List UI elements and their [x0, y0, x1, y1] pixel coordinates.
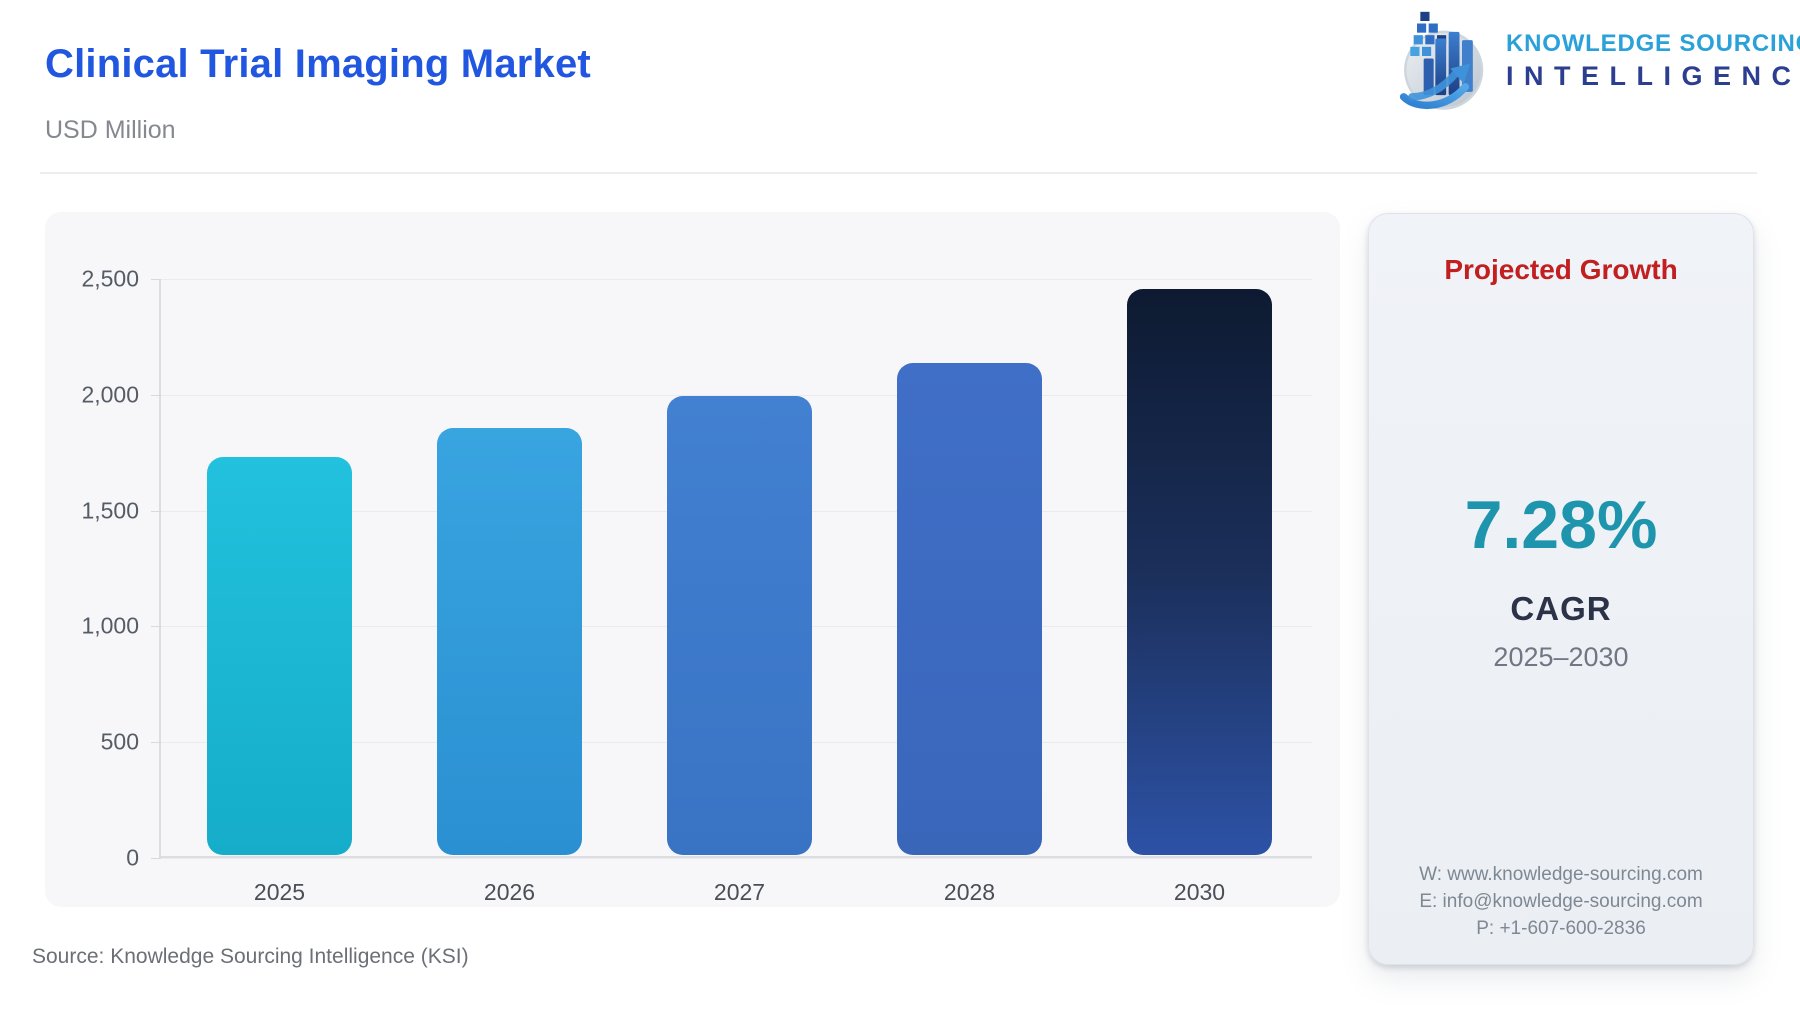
x-label-2026: 2026	[483, 879, 536, 905]
y-tick-mark	[151, 626, 161, 628]
projected-growth-heading: Projected Growth	[1444, 254, 1678, 285]
bar-2028	[897, 363, 1042, 855]
cagr-value: 7.28%	[1464, 487, 1658, 563]
contact-phone: P: +1-607-600-2836	[1476, 918, 1646, 939]
contact-website: W: www.knowledge-sourcing.com	[1419, 864, 1703, 885]
logo-text: KNOWLEDGE SOURCING INTELLIGENCE	[1506, 30, 1800, 92]
source-note: Source: Knowledge Sourcing Intelligence …	[32, 945, 469, 968]
logo-line1: KNOWLEDGE SOURCING	[1506, 30, 1800, 57]
y-tick-label-500: 500	[100, 728, 139, 755]
gridline-0	[151, 858, 1312, 859]
y-tick-mark	[151, 394, 161, 396]
y-tick-mark	[151, 279, 161, 280]
bar-2030	[1127, 289, 1272, 855]
y-tick-label-1000: 1,000	[81, 612, 139, 639]
contact-email: E: info@knowledge-sourcing.com	[1419, 891, 1703, 912]
bar-2027	[667, 396, 812, 855]
x-label-2025: 2025	[253, 879, 306, 905]
x-label-2030: 2030	[1173, 879, 1226, 905]
bar-2025	[207, 457, 352, 855]
y-tick-label-2000: 2,000	[81, 381, 139, 408]
y-tick-mark	[151, 742, 161, 744]
unit-label: USD Million	[45, 116, 176, 144]
header-divider	[40, 172, 1757, 174]
ksi-logo-icon	[1399, 11, 1484, 110]
cagr-label: CAGR	[1510, 590, 1612, 627]
y-tick-mark	[151, 858, 161, 859]
page-title: Clinical Trial Imaging Market	[45, 42, 591, 86]
y-tick-mark	[151, 510, 161, 512]
bar-2026	[437, 428, 582, 855]
cagr-period: 2025–2030	[1493, 642, 1629, 672]
plot-area: 2,500 2,000 1,500 1,000 500 0 2025 2026 2027 2028…	[81, 266, 1312, 904]
chart-panel: 2,500 2,000 1,500 1,000 500 0 2025 2026 2027 2028…	[45, 212, 1340, 907]
ksi-logo: KNOWLEDGE SOURCING INTELLIGENCE	[1392, 10, 1800, 112]
x-label-2028: 2028	[943, 879, 996, 905]
y-tick-label-1500: 1,500	[81, 497, 139, 524]
projected-growth-card: Projected Growth 7.28% CAGR 2025–2030 W:…	[1368, 213, 1754, 965]
contact-block: W: www.knowledge-sourcing.com E: info@kn…	[1419, 861, 1703, 942]
logo-line2: INTELLIGENCE	[1506, 61, 1800, 91]
gridline-2500	[151, 279, 1312, 280]
y-tick-label-2500: 2,500	[81, 265, 139, 292]
gridline-2000	[151, 394, 1312, 396]
y-tick-label-0: 0	[126, 844, 139, 871]
x-label-2027: 2027	[713, 879, 766, 905]
